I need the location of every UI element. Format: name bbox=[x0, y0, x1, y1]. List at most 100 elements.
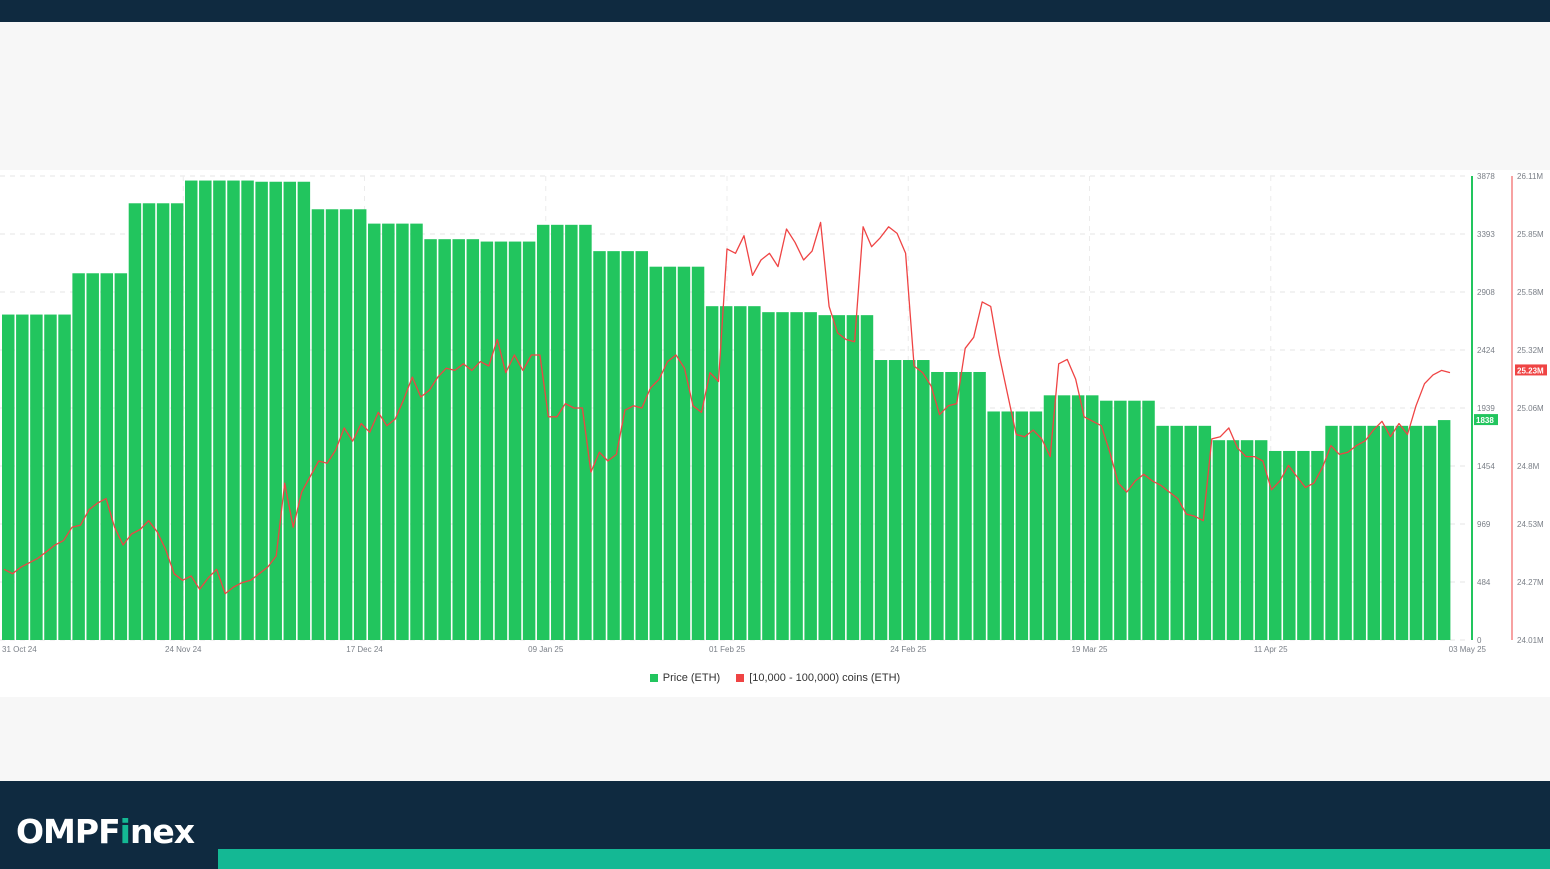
price-bar bbox=[86, 273, 99, 640]
price-bar bbox=[663, 266, 677, 640]
y-left-tick-label: 1939 bbox=[1477, 404, 1495, 413]
price-bar bbox=[621, 251, 634, 640]
price-bar bbox=[536, 224, 550, 640]
y-left-tick-label: 2424 bbox=[1477, 346, 1495, 355]
y-left-tick-label: 969 bbox=[1477, 520, 1491, 529]
price-bar bbox=[1085, 395, 1099, 640]
x-tick-label: 31 Oct 24 bbox=[2, 645, 37, 654]
price-bar bbox=[1339, 425, 1352, 640]
price-bar bbox=[1409, 425, 1423, 640]
legend-swatch-price bbox=[649, 674, 658, 682]
price-bar bbox=[480, 241, 494, 640]
price-bar bbox=[1311, 450, 1324, 640]
price-bar bbox=[973, 371, 986, 640]
legend: Price (ETH) [10,000 - 100,000) coins (ET… bbox=[0, 672, 1550, 684]
logo-part2: nex bbox=[129, 812, 195, 851]
price-bar bbox=[1043, 395, 1057, 640]
price-bar bbox=[1100, 400, 1113, 640]
price-bar bbox=[734, 306, 747, 640]
y-left-tick-label: 1454 bbox=[1477, 462, 1495, 471]
x-tick-label: 17 Dec 24 bbox=[346, 645, 383, 654]
y-left-tick-label: 2908 bbox=[1477, 288, 1495, 297]
price-bar bbox=[1212, 440, 1226, 640]
y-right-tick-label: 25.85M bbox=[1517, 230, 1544, 239]
price-bar bbox=[705, 306, 719, 640]
price-bar bbox=[1268, 450, 1282, 640]
y-right-tick-label: 26.11M bbox=[1517, 172, 1543, 181]
holders-current-badge bbox=[1515, 364, 1547, 376]
price-bar bbox=[297, 181, 311, 640]
y-right-tick-label: 24.27M bbox=[1517, 578, 1544, 587]
price-bar bbox=[424, 239, 437, 640]
legend-label-price: Price (ETH) bbox=[662, 672, 721, 684]
legend-label-holders: [10,000 - 100,000) coins (ETH) bbox=[749, 672, 901, 684]
y-right-tick-label: 25.58M bbox=[1517, 288, 1544, 297]
x-tick-label: 24 Feb 25 bbox=[890, 645, 927, 654]
brand-logo: OMPFinex bbox=[16, 812, 195, 851]
price-bar bbox=[874, 360, 888, 640]
price-bar bbox=[635, 251, 648, 640]
price-bar bbox=[888, 360, 902, 640]
price-bar bbox=[311, 209, 325, 640]
price-bar bbox=[1226, 440, 1240, 640]
price-bar bbox=[677, 266, 691, 640]
price-bar bbox=[551, 224, 564, 640]
price-bar bbox=[1325, 425, 1338, 640]
price-bar bbox=[776, 312, 789, 640]
x-tick-label: 19 Mar 25 bbox=[1071, 645, 1108, 654]
price-bar bbox=[804, 312, 817, 640]
price-bar bbox=[1184, 425, 1198, 640]
price-bar bbox=[1114, 400, 1127, 640]
price-bar bbox=[199, 180, 212, 640]
price-bar bbox=[1001, 411, 1014, 640]
price-bar bbox=[241, 180, 254, 640]
price-bar bbox=[494, 241, 508, 640]
price-bar bbox=[818, 315, 831, 640]
price-bar bbox=[1353, 425, 1366, 640]
price-bar bbox=[832, 315, 846, 640]
y-right-tick-label: 24.01M bbox=[1517, 636, 1544, 645]
price-bar bbox=[565, 224, 578, 640]
holders-current-label: 25.23M bbox=[1517, 366, 1544, 375]
price-bar bbox=[959, 371, 972, 640]
price-bar bbox=[213, 180, 226, 640]
price-bar bbox=[156, 203, 170, 641]
price-bar bbox=[44, 314, 57, 640]
price-bar bbox=[269, 181, 282, 640]
price-bar bbox=[30, 314, 43, 640]
price-bar bbox=[114, 273, 128, 640]
price-bar bbox=[902, 360, 916, 640]
price-bar bbox=[382, 223, 395, 640]
price-bar bbox=[649, 266, 663, 640]
y-left-tick-label: 0 bbox=[1477, 636, 1482, 645]
price-bar bbox=[607, 251, 620, 640]
price-bar bbox=[410, 223, 423, 640]
price-bar bbox=[945, 371, 958, 640]
price-bar bbox=[1254, 440, 1268, 640]
legend-item-price[interactable]: Price (ETH) bbox=[649, 672, 721, 684]
logo-accent: i bbox=[119, 812, 131, 851]
chart-svg: 31 Oct 24 24 Nov 24 17 Dec 24 09 Jan 25 01 F… bbox=[0, 172, 1547, 654]
price-bar bbox=[2, 314, 15, 640]
y-right-tick-label: 24.53M bbox=[1517, 520, 1544, 529]
price-bar bbox=[1240, 440, 1254, 640]
holder-line bbox=[3, 221, 1451, 595]
price-bar bbox=[1423, 425, 1437, 640]
price-bar bbox=[1283, 450, 1296, 640]
price-bar bbox=[691, 266, 705, 640]
price-bar bbox=[368, 223, 381, 640]
top-bar bbox=[0, 0, 1550, 22]
y-right-tick-label: 24.8M bbox=[1517, 462, 1540, 471]
price-bar bbox=[72, 273, 85, 640]
price-bar bbox=[1297, 450, 1310, 640]
price-bar bbox=[1395, 425, 1409, 640]
price-bar bbox=[522, 241, 536, 640]
price-bar bbox=[396, 223, 409, 640]
price-bar bbox=[748, 306, 761, 640]
legend-swatch-holders bbox=[736, 674, 745, 682]
y-right-tick-label: 25.06M bbox=[1517, 404, 1544, 413]
price-bar bbox=[128, 203, 142, 641]
price-bar bbox=[58, 314, 71, 640]
price-current-badge bbox=[1474, 414, 1498, 426]
legend-item-holders[interactable]: [10,000 - 100,000) coins (ETH) bbox=[736, 672, 900, 684]
